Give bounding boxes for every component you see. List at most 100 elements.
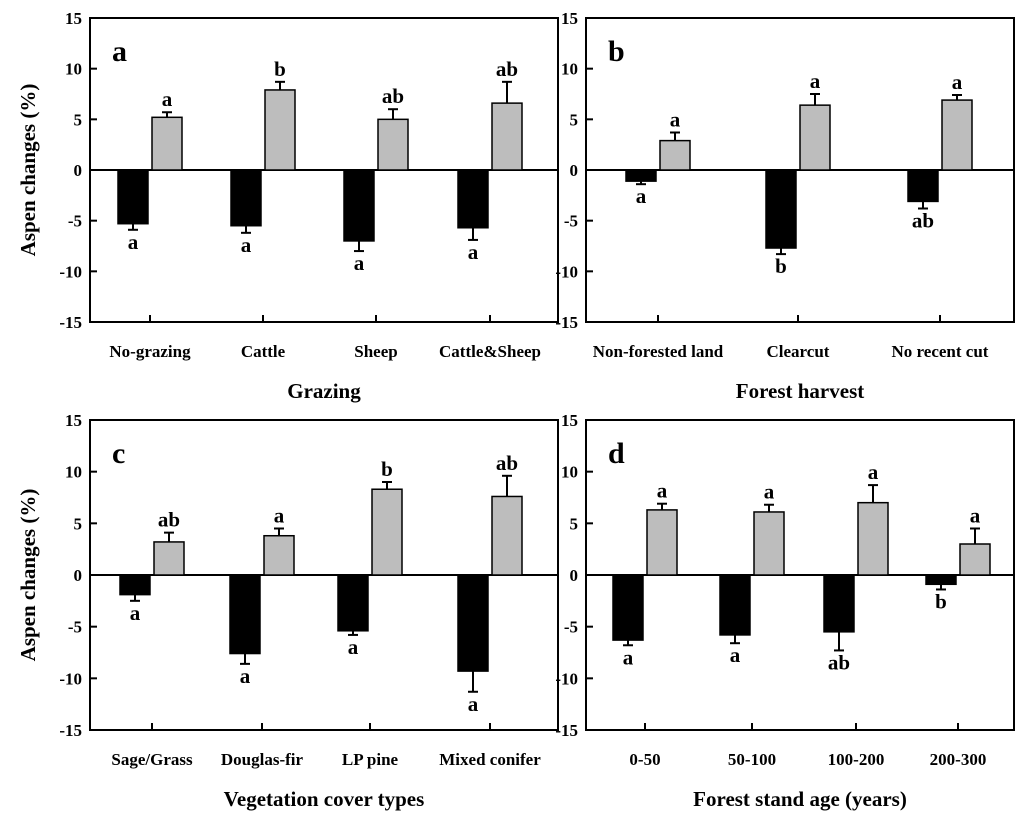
panel-d: -15-10-50510150-50aa50-100aa100-200aba20… (555, 411, 1015, 811)
significance-label: ab (912, 209, 934, 233)
significance-label: a (468, 692, 479, 716)
bar-dark (625, 169, 657, 182)
x-tick-label: No recent cut (892, 342, 989, 361)
x-tick-label: Sage/Grass (111, 750, 193, 769)
significance-label: a (240, 664, 251, 688)
bar-light (491, 495, 523, 576)
significance-label: a (970, 504, 981, 528)
significance-label: a (468, 240, 479, 264)
y-tick-label: -5 (68, 212, 82, 231)
significance-label: a (670, 108, 681, 132)
bar-light (263, 534, 295, 576)
significance-label: a (810, 69, 821, 93)
panel-c: -15-10-5051015Sage/GrassaabDouglas-firaa… (16, 411, 559, 811)
significance-label: a (162, 87, 173, 111)
x-tick-label: Douglas-fir (221, 750, 304, 769)
bar-dark (119, 574, 151, 596)
y-tick-label: 15 (65, 411, 82, 430)
y-tick-label: -10 (59, 669, 82, 688)
y-tick-label: 0 (570, 161, 579, 180)
y-tick-label: 0 (74, 161, 83, 180)
x-axis-title: Forest stand age (years) (693, 787, 907, 811)
significance-label: a (274, 504, 285, 528)
significance-label: a (130, 601, 141, 625)
x-tick-label: 0-50 (629, 750, 660, 769)
bar-dark (925, 574, 957, 586)
panel-a: -15-10-5051015No-grazingaaCattleabSheepa… (16, 9, 559, 403)
significance-label: a (764, 480, 775, 504)
bar-dark (230, 169, 262, 227)
significance-label: ab (496, 57, 518, 81)
y-tick-label: 5 (74, 514, 83, 533)
y-tick-label: 5 (570, 514, 579, 533)
significance-label: a (657, 479, 668, 503)
bar-light (151, 116, 183, 171)
x-tick-label: 50-100 (728, 750, 776, 769)
significance-label: a (354, 251, 365, 275)
significance-label: a (636, 184, 647, 208)
bar-dark (719, 574, 751, 636)
significance-label: ab (496, 451, 518, 475)
bar-light (377, 118, 409, 171)
y-tick-label: -15 (59, 313, 82, 332)
x-tick-label: 200-300 (930, 750, 987, 769)
x-axis-title: Grazing (287, 379, 361, 403)
bar-light (941, 99, 973, 171)
panel-letter: a (112, 35, 127, 68)
y-tick-label: 0 (570, 566, 579, 585)
panel-b: -15 -10 -5 0 5 10 15 Non-forested land a a Clearcu… (555, 9, 1015, 403)
y-tick-label: 5 (74, 110, 83, 129)
bar-dark (907, 169, 939, 203)
x-tick-label: Clearcut (767, 342, 830, 361)
y-tick-label: 10 (561, 60, 578, 79)
y-tick-label: 0 (74, 566, 83, 585)
significance-label: ab (382, 84, 404, 108)
x-axis-title: Forest harvest (736, 379, 865, 403)
bar-light (491, 102, 523, 171)
panel-letter: d (608, 437, 625, 470)
y-tick-label: 10 (561, 463, 578, 482)
bar-light (646, 509, 678, 576)
y-tick-label: 15 (561, 411, 578, 430)
bar-light (857, 501, 889, 576)
bar-light (371, 488, 403, 576)
x-tick-label: Sheep (354, 342, 397, 361)
bar-dark (337, 574, 369, 632)
y-tick-label: -10 (555, 262, 578, 281)
significance-label: b (381, 457, 393, 481)
bar-light (153, 541, 185, 576)
y-tick-label: 15 (561, 9, 578, 28)
significance-label: ab (158, 508, 180, 532)
significance-label: a (348, 635, 359, 659)
bar-dark (457, 574, 489, 672)
y-tick-label: -10 (59, 262, 82, 281)
y-tick-label: -10 (555, 669, 578, 688)
significance-label: b (935, 589, 947, 613)
y-tick-label: -5 (564, 618, 578, 637)
significance-label: a (128, 230, 139, 254)
bar-dark (457, 169, 489, 229)
significance-label: a (868, 460, 879, 484)
y-tick-label: 5 (570, 110, 579, 129)
bar-dark (612, 574, 644, 641)
bar-light (659, 139, 691, 171)
y-tick-label: -5 (68, 618, 82, 637)
bar-light (959, 543, 991, 576)
x-tick-label: Non-forested land (593, 342, 724, 361)
y-tick-label: -5 (564, 212, 578, 231)
significance-label: a (952, 70, 963, 94)
panel-letter: b (608, 35, 625, 68)
bar-dark (229, 574, 261, 655)
significance-label: a (241, 233, 252, 257)
bar-dark (117, 169, 149, 225)
x-tick-label: LP pine (342, 750, 399, 769)
significance-label: a (623, 645, 634, 669)
y-tick-label: -15 (59, 721, 82, 740)
panel-letter: c (112, 437, 125, 470)
significance-label: b (274, 57, 286, 81)
x-tick-label: No-grazing (109, 342, 191, 361)
y-tick-label: -15 (555, 721, 578, 740)
x-axis-title: Vegetation cover types (224, 787, 425, 811)
bar-dark (823, 574, 855, 633)
